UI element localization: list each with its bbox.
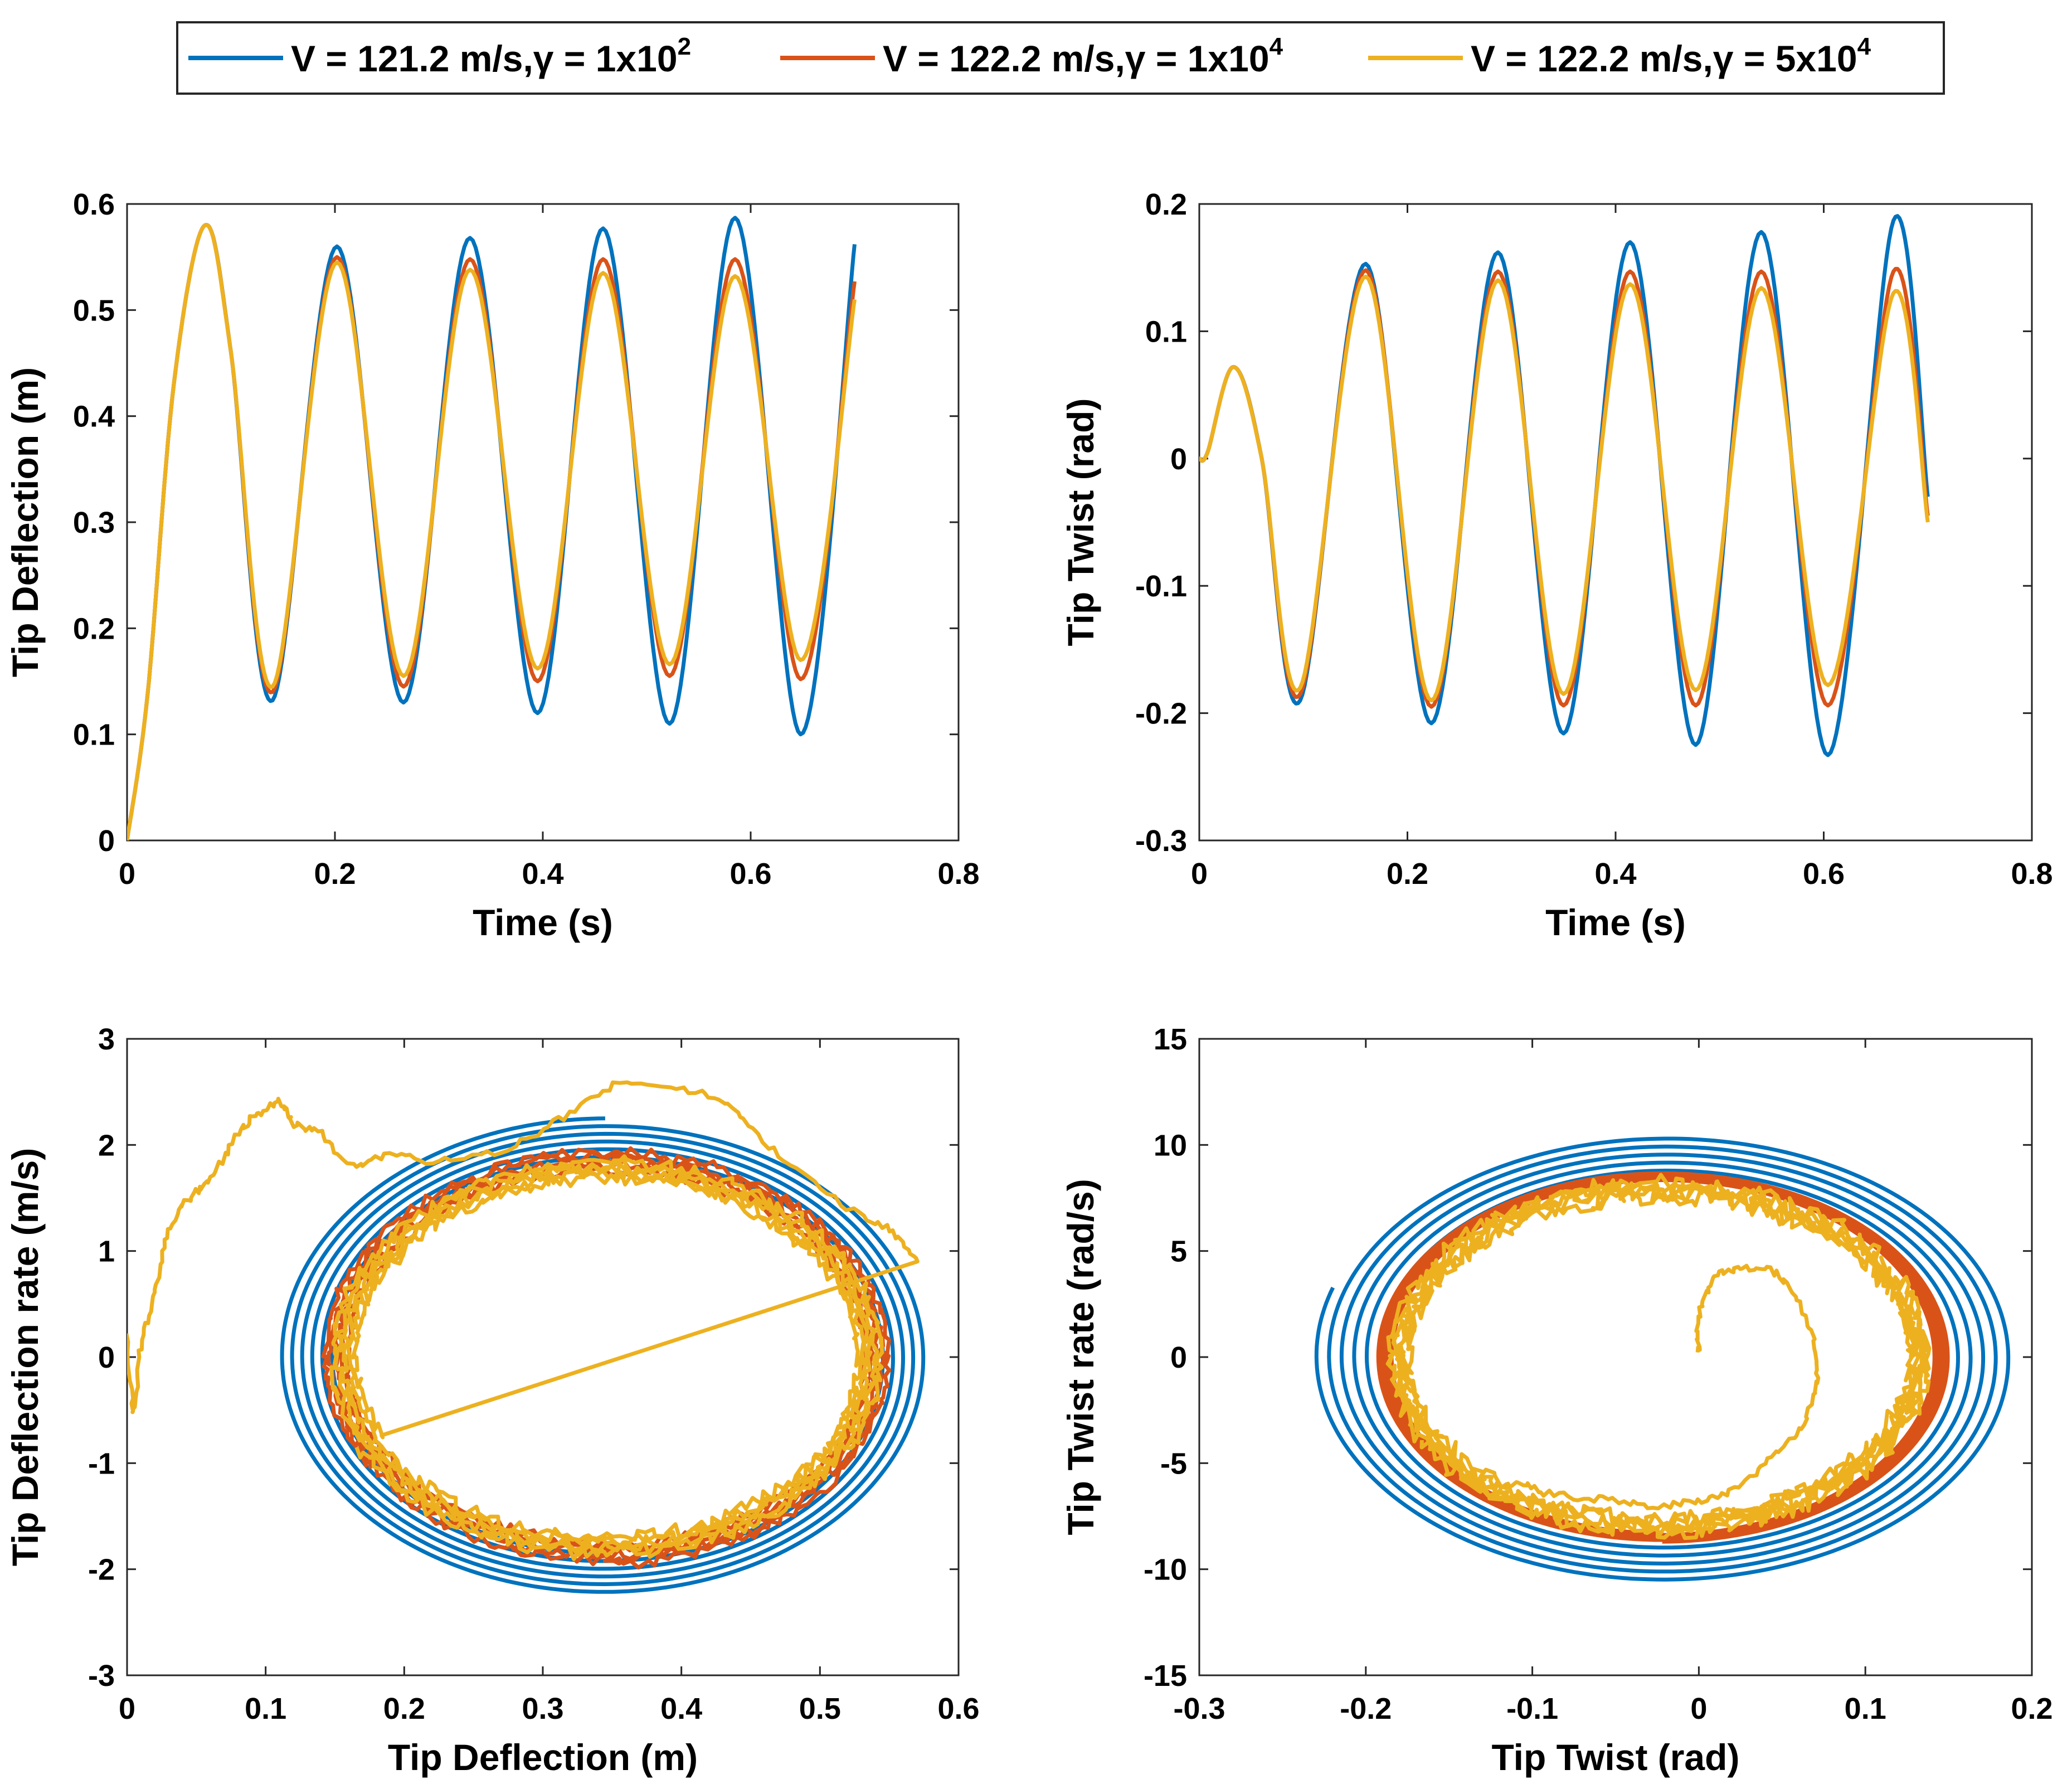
- y-tick-label: 0.5: [73, 294, 115, 327]
- x-tick-label: 0.4: [522, 857, 563, 891]
- series-line-2: [1376, 1171, 1950, 1544]
- x-tick-label: -0.1: [1506, 1692, 1558, 1725]
- y-tick-label: -10: [1144, 1553, 1187, 1587]
- series-line-3: [127, 222, 857, 840]
- series-group: [1314, 1136, 2011, 1582]
- y-axis-label: Tip Deflection rate (m/s): [4, 1148, 46, 1567]
- y-tick-label: 0.2: [73, 612, 115, 645]
- y-tick-label: 0.6: [73, 188, 115, 221]
- y-tick-label: -5: [1160, 1447, 1187, 1480]
- chart-twist-phase: -0.3 -0.2 -0.1 0 0.1 0.2 -15 -10 -5 0 5 10 15 Tip Twi…: [1060, 1023, 2053, 1778]
- plot-area: [126, 203, 960, 842]
- x-tick-label: 0: [119, 1692, 135, 1725]
- legend-label-3: V = 122.2 m/s,γ = 5x104: [1471, 33, 1871, 79]
- x-tick-label: 0.6: [937, 1692, 979, 1725]
- x-axis-label: Tip Deflection (m): [388, 1737, 698, 1778]
- series-line-1: [1314, 1136, 2011, 1582]
- y-tick-label: 0: [1170, 443, 1187, 476]
- chart-twist-time: 0 0.2 0.4 0.6 0.8 -0.3 -0.2 -0.1 0 0.1 0.2 Time (s)…: [1060, 188, 2053, 943]
- legend-label-2: V = 122.2 m/s,γ = 1x104: [883, 33, 1283, 79]
- x-tick-label: 0.3: [522, 1692, 563, 1725]
- y-tick-label: 0: [98, 1341, 115, 1374]
- x-tick-label: 0.6: [1803, 857, 1845, 891]
- series-line-3: [1199, 274, 1930, 703]
- x-tick-label: 0.2: [314, 857, 356, 891]
- x-tick-label: 0: [1690, 1692, 1707, 1725]
- y-tick-label: 0.2: [1145, 188, 1187, 221]
- series-line-1: [280, 1116, 926, 1594]
- series-group: [1199, 214, 1930, 757]
- series-line-1: [127, 216, 857, 840]
- y-tick-label: -2: [88, 1553, 115, 1587]
- series-line-2: [127, 222, 857, 840]
- y-tick-label: 15: [1154, 1023, 1187, 1056]
- series-line-3: [1385, 1173, 1932, 1540]
- x-axis-label: Time (s): [473, 902, 613, 943]
- series-line-2: [321, 1146, 892, 1570]
- x-tick-label: 0.1: [1845, 1692, 1886, 1725]
- series-group: [127, 1080, 926, 1594]
- x-tick-label: 0.2: [1387, 857, 1428, 891]
- x-tick-label: 0.2: [2011, 1692, 2052, 1725]
- y-axis-label: Tip Twist rate (rad/s): [1060, 1179, 1101, 1535]
- y-tick-label: 0: [1170, 1341, 1187, 1374]
- x-tick-label: 0.5: [799, 1692, 841, 1725]
- legend: V = 121.2 m/s,γ = 1x102 V = 122.2 m/s,γ …: [176, 21, 1945, 95]
- y-tick-label: 2: [98, 1129, 115, 1162]
- y-tick-label: -0.2: [1135, 697, 1187, 731]
- x-tick-label: 0.8: [937, 857, 979, 891]
- x-tick-label: 0.4: [660, 1692, 702, 1725]
- legend-box: [176, 21, 1945, 95]
- y-axis-label: Tip Deflection (m): [4, 367, 46, 677]
- y-axis-label: Tip Twist (rad): [1060, 398, 1101, 646]
- series-line-3: [127, 1080, 920, 1561]
- x-tick-label: 0: [119, 857, 135, 891]
- x-tick-label: 0.8: [2011, 857, 2052, 891]
- x-tick-label: 0.4: [1594, 857, 1636, 891]
- legend-label-1: V = 121.2 m/s,γ = 1x102: [291, 33, 691, 79]
- x-tick-label: -0.2: [1340, 1692, 1392, 1725]
- y-tick-label: 0: [98, 824, 115, 858]
- y-tick-label: -1: [88, 1447, 115, 1480]
- y-tick-label: 3: [98, 1023, 115, 1056]
- y-tick-label: 0.1: [1145, 315, 1187, 348]
- x-tick-label: -0.3: [1173, 1692, 1225, 1725]
- y-tick-label: 5: [1170, 1235, 1187, 1268]
- x-tick-label: 0.1: [245, 1692, 286, 1725]
- plot-area: [1198, 1038, 2033, 1676]
- y-tick-label: 0.1: [73, 718, 115, 752]
- y-tick-label: -0.1: [1135, 570, 1187, 603]
- y-tick-label: 0.3: [73, 506, 115, 539]
- series-group: [127, 216, 857, 840]
- x-axis-label: Time (s): [1545, 902, 1686, 943]
- x-axis-label: Tip Twist (rad): [1492, 1737, 1740, 1778]
- x-tick-label: 0.6: [729, 857, 771, 891]
- y-tick-label: 0.4: [73, 400, 115, 434]
- y-tick-label: 1: [98, 1235, 115, 1268]
- y-tick-label: -15: [1144, 1659, 1187, 1693]
- y-tick-label: 10: [1154, 1129, 1187, 1162]
- chart-deflection-phase: 0 0.1 0.2 0.3 0.4 0.5 0.6 -3 -2 -1 0 1 2 3 Tip Deflect…: [4, 1023, 980, 1778]
- x-tick-label: 0: [1191, 857, 1208, 891]
- chart-deflection-time: 0 0.2 0.4 0.6 0.8 0 0.1 0.2 0.3 0.4 0.5 0.6 Time (s)…: [4, 188, 980, 943]
- x-tick-label: 0.2: [383, 1692, 425, 1725]
- y-tick-label: -3: [88, 1659, 115, 1693]
- y-tick-label: -0.3: [1135, 824, 1187, 858]
